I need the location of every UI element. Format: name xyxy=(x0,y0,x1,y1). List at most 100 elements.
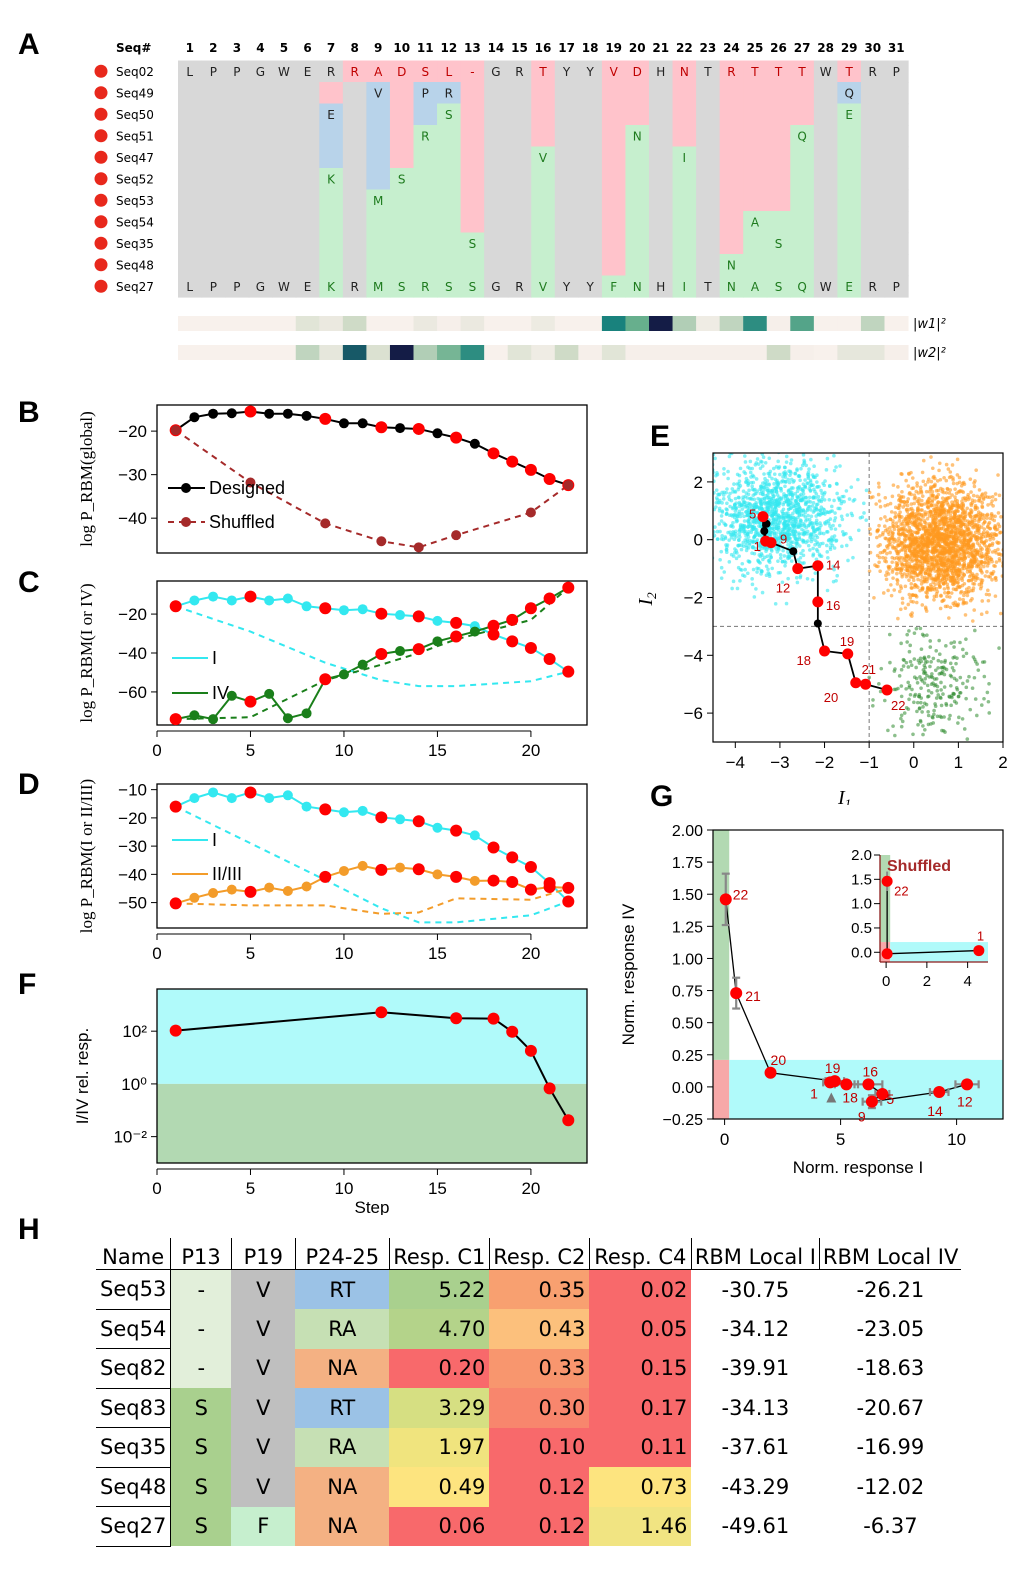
scatter-point-ii-iii xyxy=(907,548,912,553)
scatter-point-i xyxy=(696,501,700,505)
w2-weight-cell xyxy=(342,345,367,360)
scatter-point-ii-iii xyxy=(938,580,942,584)
cell-c2: 0.43 xyxy=(489,1309,590,1349)
scatter-point-i xyxy=(723,535,728,539)
scatter-point-i xyxy=(811,553,815,558)
residue-letter: S xyxy=(398,280,406,294)
scatter-point-iv xyxy=(942,666,947,671)
data-point xyxy=(450,824,463,837)
alignment-cell xyxy=(743,189,768,212)
scatter-point-iv xyxy=(975,713,979,718)
cell-p2425: RT xyxy=(295,1388,390,1428)
scatter-point-i xyxy=(707,448,711,452)
scatter-point-i xyxy=(858,515,863,520)
scatter-point-i xyxy=(783,519,788,523)
scatter-point-i xyxy=(758,487,762,492)
scatter-point-i xyxy=(778,552,783,557)
scatter-point-i xyxy=(802,561,806,565)
scatter-point-ii-iii xyxy=(982,543,987,547)
scatter-point-ii-iii xyxy=(939,594,943,598)
scatter-point-ii-iii xyxy=(988,526,992,531)
scatter-point-i xyxy=(692,514,696,518)
scatter-point-ii-iii xyxy=(967,574,972,579)
scatter-point-i xyxy=(794,575,799,580)
subscript: 2 xyxy=(644,592,659,599)
scatter-point-i xyxy=(736,495,741,500)
scatter-point-i xyxy=(753,530,758,535)
alignment-cell xyxy=(531,168,556,191)
alignment-cell xyxy=(248,125,273,148)
scatter-point-ii-iii xyxy=(992,518,997,523)
scatter-point-ii-iii xyxy=(965,528,969,533)
x-tick-label: 0 xyxy=(152,741,161,760)
data-point xyxy=(338,865,349,876)
scatter-point-ii-iii xyxy=(950,463,955,467)
alignment-cell xyxy=(413,125,438,148)
data-point xyxy=(543,653,556,666)
scatter-point-ii-iii xyxy=(877,499,882,503)
scatter-point-ii-iii xyxy=(967,585,971,590)
scatter-point-ii-iii xyxy=(937,513,942,517)
scatter-point-ii-iii xyxy=(937,543,942,547)
scatter-point-i xyxy=(789,486,794,490)
scatter-point-i xyxy=(751,567,756,572)
cell-rbm1: -43.29 xyxy=(721,1474,790,1499)
scatter-point-ii-iii xyxy=(907,592,912,597)
data-point xyxy=(450,431,463,444)
data-point xyxy=(357,659,368,670)
scatter-point-ii-iii xyxy=(938,606,943,611)
alignment-cell xyxy=(625,189,650,212)
scatter-point-ii-iii xyxy=(976,512,980,517)
y-tick-label: −10 xyxy=(118,781,147,800)
alignment-cell xyxy=(719,275,744,298)
scatter-point-iv xyxy=(901,657,906,662)
alignment-cell xyxy=(649,189,674,212)
scatter-point-iv xyxy=(961,681,965,686)
alignment-cell xyxy=(484,211,509,234)
scatter-point-iv xyxy=(948,713,952,718)
alignment-cell xyxy=(672,60,697,83)
scatter-point-i xyxy=(725,508,729,512)
data-point xyxy=(169,600,182,613)
y-tick-label: 0.50 xyxy=(672,1016,703,1033)
scatter-point-i xyxy=(779,489,784,493)
scatter-point-i xyxy=(852,497,857,502)
alignment-cell xyxy=(813,146,838,169)
w1-weight-cell xyxy=(625,316,650,331)
scatter-point-ii-iii xyxy=(1004,535,1008,539)
scatter-point-iv xyxy=(891,724,895,728)
alignment-cell xyxy=(554,211,579,234)
alignment-cell xyxy=(531,254,556,277)
scatter-point-ii-iii xyxy=(993,594,998,598)
sequence-name: Seq48 xyxy=(116,258,154,272)
scatter-point-iv xyxy=(914,626,919,631)
scatter-point-i xyxy=(754,500,758,505)
alignment-cell xyxy=(413,82,438,105)
scatter-point-ii-iii xyxy=(953,511,957,516)
scatter-point-ii-iii xyxy=(960,578,965,582)
alignment-cell xyxy=(389,211,415,234)
w2-weight-cell xyxy=(719,345,744,360)
scatter-point-ii-iii xyxy=(970,523,974,528)
y-tick-label: 0.75 xyxy=(672,984,703,1001)
y-tick-label: 0.00 xyxy=(672,1080,703,1097)
position-number: 21 xyxy=(652,41,669,55)
scatter-point-i xyxy=(782,479,786,484)
w1-weight-cell xyxy=(884,316,909,331)
scatter-point-i xyxy=(760,464,765,468)
w1-weight-cell xyxy=(272,316,297,331)
scatter-point-i xyxy=(734,556,739,561)
data-point xyxy=(469,830,480,841)
scatter-point-i xyxy=(815,485,819,489)
scatter-point-ii-iii xyxy=(883,548,887,553)
scatter-point-i xyxy=(737,479,742,483)
alignment-cell xyxy=(319,103,344,126)
scatter-point-i xyxy=(801,497,806,501)
residue-letter: E xyxy=(304,280,312,294)
data-point xyxy=(357,604,368,615)
scatter-point-ii-iii xyxy=(931,484,935,489)
scatter-point-i xyxy=(801,521,805,526)
scatter-point-i xyxy=(797,473,801,478)
scatter-point-ii-iii xyxy=(958,514,963,518)
